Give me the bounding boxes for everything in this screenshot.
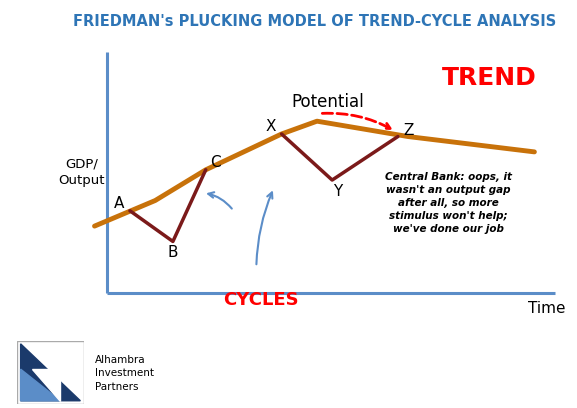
- FancyBboxPatch shape: [17, 341, 84, 404]
- Text: X: X: [265, 119, 276, 134]
- Text: Y: Y: [332, 184, 342, 199]
- Title: FRIEDMAN's PLUCKING MODEL OF TREND-CYCLE ANALYSIS: FRIEDMAN's PLUCKING MODEL OF TREND-CYCLE…: [73, 13, 556, 29]
- Text: Time: Time: [529, 301, 566, 315]
- Text: A: A: [114, 195, 124, 211]
- Text: B: B: [168, 245, 178, 260]
- Text: Central Bank: oops, it
wasn't an output gap
after all, so more
stimulus won't he: Central Bank: oops, it wasn't an output …: [385, 172, 512, 233]
- Text: CYCLES: CYCLES: [223, 291, 299, 309]
- Polygon shape: [21, 344, 80, 401]
- Polygon shape: [21, 369, 61, 401]
- Text: GDP/
Output: GDP/ Output: [59, 157, 105, 187]
- Text: C: C: [211, 155, 221, 170]
- Polygon shape: [32, 369, 61, 401]
- Text: TREND: TREND: [442, 66, 537, 90]
- Text: Potential: Potential: [292, 93, 365, 111]
- Text: Alhambra
Investment
Partners: Alhambra Investment Partners: [95, 355, 154, 392]
- Text: Z: Z: [404, 123, 414, 138]
